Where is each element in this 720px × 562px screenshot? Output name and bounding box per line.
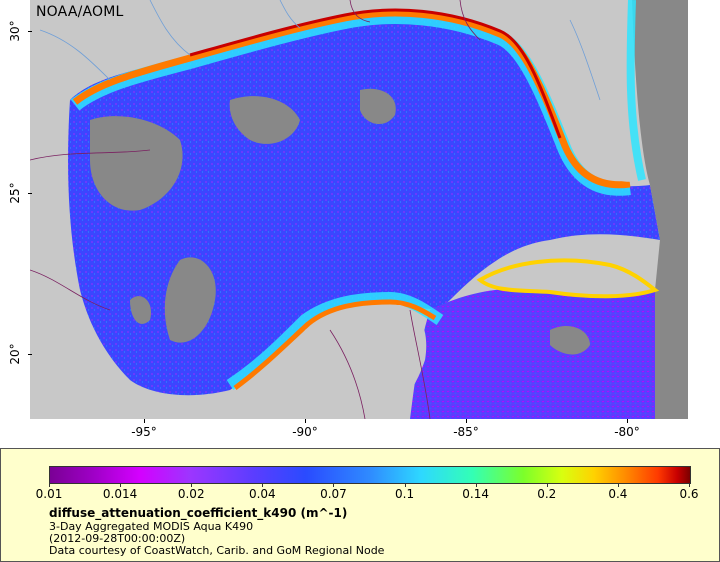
coastal-band-north-orange [72, 9, 631, 189]
caribbean-water [410, 288, 658, 419]
colorbar-tick-mark [689, 483, 690, 487]
lon-label-95: -95° [131, 425, 157, 439]
colorbar-tick-label: 0.02 [177, 487, 205, 501]
florida [500, 0, 642, 182]
colorbar-tick-label: 0.2 [537, 487, 557, 501]
colorbar-tick-label: 0.1 [395, 487, 415, 501]
colorbar-tick-mark [546, 483, 548, 487]
cuba [476, 258, 660, 299]
lat-label-20: 20° [8, 343, 22, 365]
political-borders [30, 0, 481, 419]
colorbar-tick-mark [120, 483, 122, 487]
colorbar-tick-mark [404, 483, 406, 487]
colorbar-tick-label: 0.6 [679, 487, 699, 501]
data-credit: Data courtesy of CoastWatch, Carib. and … [49, 544, 385, 557]
legend-panel: 0.01 0.014 0.02 0.04 0.07 0.1 0.14 0.2 0.4 0.6 di… [0, 448, 720, 562]
agency-label: NOAA/AOML [36, 4, 124, 20]
coastal-band-yucatan [226, 291, 444, 390]
lat-label-25: 25° [8, 182, 22, 204]
lat-tick-20 [28, 354, 32, 355]
lon-tick-90 [305, 419, 306, 423]
lon-tick-85 [466, 419, 467, 423]
map-canvas [30, 0, 688, 419]
florida-east-band [626, 0, 646, 181]
rivers [39, 0, 601, 101]
variable-name: diffuse_attenuation_coefficient_k490 (m^… [49, 506, 348, 520]
lon-tick-95 [144, 419, 145, 423]
colorbar-tick-mark [191, 483, 193, 487]
colorbar-tick-label: 0.01 [35, 487, 63, 501]
product-description: 3-Day Aggregated MODIS Aqua K490 [49, 520, 254, 533]
colorbar-tick-label: 0.04 [248, 487, 276, 501]
colorbar-tick-label: 0.4 [608, 487, 628, 501]
lon-label-90: -90° [292, 425, 318, 439]
lat-label-30: 30° [8, 20, 22, 42]
time-stamp: (2012-09-28T00:00:00Z) [49, 532, 186, 545]
lat-tick-30 [28, 31, 32, 32]
colorbar-tick-mark [617, 483, 619, 487]
colorbar-tick-mark [49, 483, 50, 487]
no-data-patches [90, 0, 688, 419]
coastal-band-north-red [189, 8, 562, 139]
lon-label-85: -85° [453, 425, 479, 439]
colorbar-tick-label: 0.14 [462, 487, 490, 501]
colorbar-tick-label: 0.07 [320, 487, 347, 501]
colorbar-tick-mark [262, 483, 264, 487]
lon-label-80: -80° [614, 425, 640, 439]
colorbar-tick-mark [475, 483, 477, 487]
coastal-band-yucatan-orange [233, 299, 437, 391]
colorbar-tick-mark [333, 483, 335, 487]
lat-tick-25 [28, 193, 32, 194]
lon-tick-80 [627, 419, 628, 423]
gulf-water [68, 15, 661, 396]
colorbar-tick-label: 0.014 [102, 487, 138, 501]
map-panel[interactable]: NOAA/AOML [30, 0, 688, 419]
colorbar [49, 466, 691, 484]
